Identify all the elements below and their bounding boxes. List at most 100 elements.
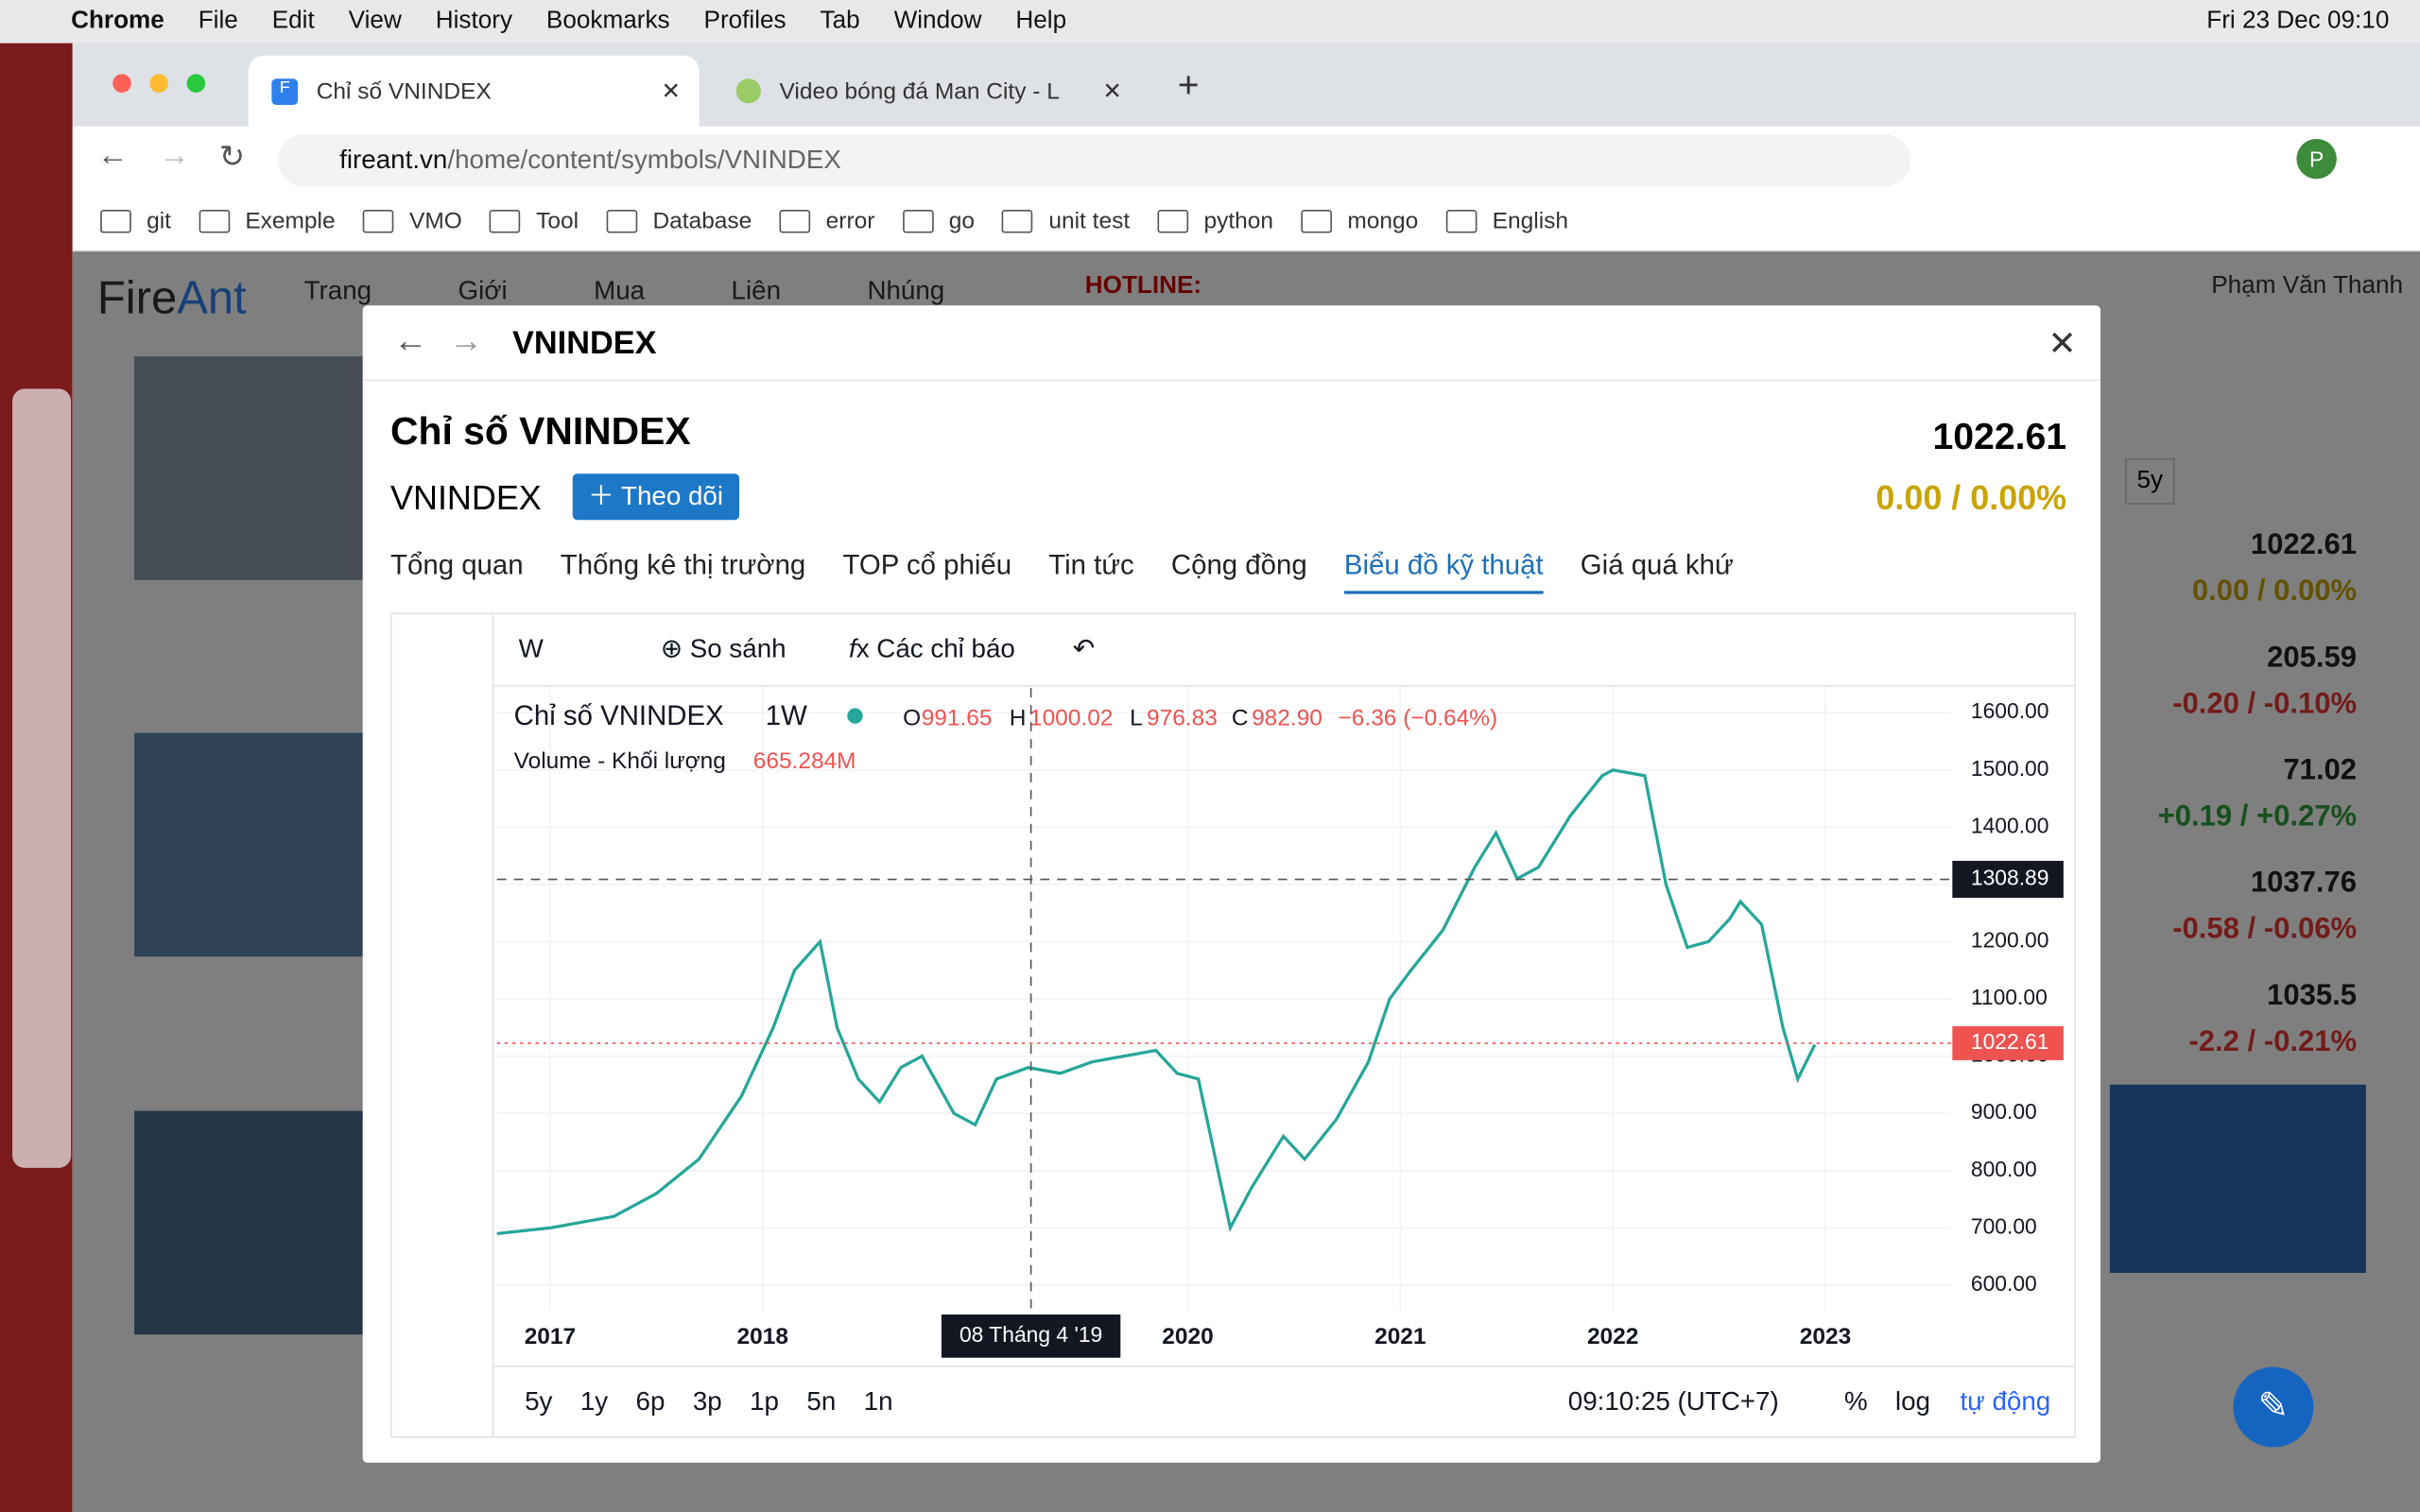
legend-close-label: C bbox=[1232, 705, 1249, 730]
menu-item[interactable]: Help bbox=[1015, 8, 1067, 34]
tab-title: Video bóng đá Man City - L bbox=[779, 77, 1060, 105]
reload-button[interactable]: ↻ bbox=[218, 140, 246, 175]
app-name[interactable]: Chrome bbox=[71, 8, 164, 34]
legend-open-label: O bbox=[903, 705, 921, 730]
tab-close[interactable]: ✕ bbox=[1102, 78, 1122, 106]
tab-strip: F Chỉ số VNINDEX ✕ Video bóng đá Man Cit… bbox=[72, 43, 2420, 127]
bookmark[interactable]: git bbox=[100, 208, 171, 234]
modal-tab[interactable]: Giá quá khứ bbox=[1580, 549, 1734, 580]
chart-widget: W ⊕ So sánh fx Các chỉ báo ↶ 5y 1y 6p 3p 1p 5… bbox=[390, 612, 2076, 1438]
y-tick-label: 1200.00 bbox=[1971, 928, 2049, 953]
price-change: 0.00 / 0.00% bbox=[1876, 478, 2067, 517]
follow-label: Theo dõi bbox=[621, 481, 724, 511]
menu-item[interactable]: View bbox=[348, 8, 402, 34]
y-tick-label: 600.00 bbox=[1971, 1271, 2037, 1296]
bookmark[interactable]: VMO bbox=[363, 208, 462, 234]
back-button[interactable]: ← bbox=[96, 138, 129, 173]
menu-items: File Edit View History Bookmarks Profiles Tab W… bbox=[164, 8, 1066, 35]
modal-tab[interactable]: Biểu đồ kỹ thuật bbox=[1343, 549, 1544, 594]
tab[interactable]: Video bóng đá Man City - L ✕ bbox=[720, 56, 1137, 127]
compare-label: So sánh bbox=[689, 634, 786, 664]
legend-high-label: H bbox=[1010, 705, 1027, 730]
zoom-window[interactable] bbox=[186, 74, 206, 93]
edit-fab[interactable]: ✎ bbox=[2233, 1366, 2314, 1448]
modal-tab[interactable]: TOP cổ phiếu bbox=[842, 549, 1012, 580]
range-button[interactable]: 1p bbox=[750, 1386, 780, 1417]
close-window[interactable] bbox=[112, 74, 131, 93]
minimize-window[interactable] bbox=[149, 74, 168, 93]
modal-tab[interactable]: Thống kê thị trường bbox=[560, 549, 806, 580]
range-button[interactable]: 6p bbox=[635, 1386, 666, 1417]
bookmark[interactable]: unit test bbox=[1002, 208, 1130, 234]
symbol-code: VNINDEX bbox=[390, 478, 542, 517]
bookmark[interactable]: mongo bbox=[1301, 208, 1418, 234]
indicators-button[interactable]: fx Các chỉ báo bbox=[848, 634, 1015, 664]
bookmark[interactable]: Database bbox=[606, 208, 752, 234]
crosshair-date-box bbox=[941, 1314, 1121, 1358]
interval-button[interactable]: W bbox=[518, 634, 544, 664]
y-tick-label: 1500.00 bbox=[1971, 756, 2049, 781]
menu-item[interactable]: Edit bbox=[271, 8, 315, 34]
legend-name: Chỉ số VNINDEX bbox=[514, 700, 724, 731]
menu-item[interactable]: Profiles bbox=[703, 8, 786, 34]
menu-item[interactable]: File bbox=[198, 8, 238, 34]
volume-value: 665.284M bbox=[753, 748, 856, 774]
modal-tab[interactable]: Tin tức bbox=[1048, 549, 1134, 580]
log-toggle[interactable]: log bbox=[1894, 1386, 1930, 1417]
menu-item[interactable]: History bbox=[435, 8, 513, 34]
active-tab[interactable]: F Chỉ số VNINDEX ✕ bbox=[248, 55, 700, 127]
modal-back[interactable]: ← bbox=[393, 320, 428, 360]
bookmark[interactable]: English bbox=[1446, 208, 1568, 234]
url-host: fireant.vn bbox=[339, 145, 448, 175]
range-button[interactable]: 5y bbox=[525, 1386, 553, 1417]
legend-change: −6.36 (−0.64%) bbox=[1339, 705, 1498, 730]
chart-toolbar: W ⊕ So sánh fx Các chỉ báo ↶ bbox=[493, 614, 2075, 687]
y-tick-label: 900.00 bbox=[1971, 1099, 2037, 1124]
range-buttons: 5y 1y 6p 3p 1p 5n 1n bbox=[525, 1387, 921, 1418]
divider bbox=[362, 379, 2101, 382]
y-tick-label: 1600.00 bbox=[1971, 698, 2049, 723]
tab-close[interactable]: ✕ bbox=[661, 78, 681, 106]
y-tick-label: 700.00 bbox=[1971, 1213, 2037, 1238]
x-tick-label: 2021 bbox=[1374, 1324, 1426, 1349]
modal-tab[interactable]: Cộng đồng bbox=[1170, 549, 1307, 580]
legend-low-label: L bbox=[1130, 705, 1143, 730]
menu-item[interactable]: Tab bbox=[820, 8, 860, 34]
range-button[interactable]: 1y bbox=[579, 1386, 609, 1417]
legend-open: 991.65 bbox=[922, 705, 993, 730]
menu-item[interactable]: Bookmarks bbox=[545, 8, 670, 34]
forward-button[interactable]: → bbox=[159, 138, 190, 173]
favicon: F bbox=[271, 77, 299, 105]
range-button[interactable]: 5n bbox=[806, 1386, 837, 1417]
bookmark[interactable]: Exemple bbox=[199, 208, 335, 234]
menu-bar: Chrome File Edit View History Bookmarks Profi… bbox=[0, 0, 2420, 43]
x-tick-label: 2020 bbox=[1162, 1324, 1213, 1349]
bookmark[interactable]: error bbox=[780, 208, 875, 234]
x-tick-label: 2017 bbox=[525, 1324, 576, 1349]
percent-toggle[interactable]: % bbox=[1844, 1386, 1868, 1417]
modal-tab[interactable]: Tổng quan bbox=[390, 549, 524, 580]
url-path: /home/content/symbols/VNINDEX bbox=[447, 145, 841, 175]
bookmark[interactable]: python bbox=[1158, 208, 1273, 234]
bookmark[interactable]: Tool bbox=[490, 208, 579, 234]
x-tick-label: 2023 bbox=[1800, 1324, 1851, 1349]
legend-high: 1000.02 bbox=[1029, 705, 1113, 730]
address-bar[interactable]: fireant.vn/home/content/symbols/VNINDEX bbox=[277, 134, 1911, 187]
modal-close[interactable]: ✕ bbox=[2048, 323, 2077, 363]
clock: Fri 23 Dec 09:10 bbox=[2206, 8, 2390, 34]
follow-button[interactable]: ＋ Theo dõi bbox=[572, 473, 739, 521]
crosshair-date: 08 Tháng 4 '19 bbox=[959, 1322, 1102, 1347]
profile-avatar[interactable]: P bbox=[2296, 138, 2337, 180]
dock bbox=[12, 388, 72, 1168]
legend-close: 982.90 bbox=[1252, 705, 1322, 730]
range-button[interactable]: 3p bbox=[692, 1386, 722, 1417]
compare-button[interactable]: ⊕ So sánh bbox=[660, 634, 786, 664]
menu-item[interactable]: Window bbox=[893, 8, 982, 34]
range-button[interactable]: 1n bbox=[863, 1386, 893, 1417]
x-tick-label: 2018 bbox=[737, 1324, 788, 1349]
modal-forward[interactable]: → bbox=[449, 320, 484, 360]
new-tab[interactable]: + bbox=[1177, 64, 1200, 107]
undo-button[interactable]: ↶ bbox=[1072, 634, 1095, 664]
bookmark[interactable]: go bbox=[903, 208, 975, 234]
auto-toggle[interactable]: tự động bbox=[1960, 1386, 2051, 1417]
